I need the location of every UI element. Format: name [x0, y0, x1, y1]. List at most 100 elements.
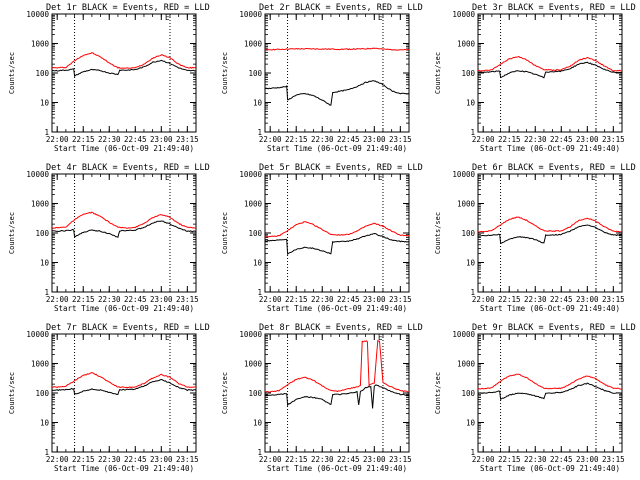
- x-tick-label: 23:15: [389, 295, 412, 304]
- y-tick-label: 10: [40, 99, 50, 108]
- y-tick-label: 1: [257, 448, 262, 457]
- x-tick-label: 22:30: [311, 455, 334, 464]
- x-tick-label: 23:15: [602, 135, 625, 144]
- x-tick-label: 22:30: [524, 295, 547, 304]
- y-tick-label: 100: [461, 69, 475, 78]
- x-tick-label: 22:45: [550, 455, 573, 464]
- x-tick-label: 23:00: [576, 455, 599, 464]
- y-tick-label: 10: [466, 99, 476, 108]
- x-tick-label: 23:15: [176, 455, 199, 464]
- marker-label: E: [591, 13, 596, 22]
- series-events-line: [51, 378, 197, 396]
- y-axis-label: Counts/sec: [221, 212, 229, 254]
- series-lld-line: [264, 47, 410, 51]
- y-tick-label: 100: [35, 69, 49, 78]
- y-tick-label: 100: [461, 229, 475, 238]
- x-tick-label: 22:00: [472, 135, 495, 144]
- chart-title: Det 6r BLACK = Events, RED = LLD: [472, 163, 636, 173]
- marker-label: E: [165, 333, 170, 342]
- y-axis-label: Counts/sec: [8, 212, 16, 254]
- chart-title: Det 2r BLACK = Events, RED = LLD: [259, 3, 423, 13]
- y-axis-label: Counts/sec: [434, 212, 442, 254]
- y-tick-label: 10: [253, 419, 263, 428]
- marker-label: E: [378, 173, 383, 182]
- y-tick-label: 1000: [457, 40, 476, 49]
- series-events-line: [264, 80, 410, 106]
- x-tick-label: 23:15: [389, 455, 412, 464]
- chart-title: Det 1r BLACK = Events, RED = LLD: [46, 3, 210, 13]
- x-axis-label: Start Time (06-Oct-09 21:49:40): [267, 464, 407, 473]
- x-tick-label: 22:15: [72, 455, 95, 464]
- marker-label: E: [591, 333, 596, 342]
- x-tick-label: 22:00: [472, 295, 495, 304]
- x-tick-label: 22:45: [124, 455, 147, 464]
- y-tick-label: 1: [257, 128, 262, 137]
- y-tick-label: 1: [44, 288, 49, 297]
- y-axis-label: Counts/sec: [221, 372, 229, 414]
- series-lld-line: [477, 56, 623, 72]
- y-tick-label: 100: [248, 389, 262, 398]
- x-tick-label: 22:30: [311, 295, 334, 304]
- series-lld-line: [51, 211, 197, 229]
- y-tick-label: 10: [40, 259, 50, 268]
- marker-label: E: [165, 13, 170, 22]
- y-tick-label: 10: [466, 259, 476, 268]
- chart-title: Det 4r BLACK = Events, RED = LLD: [46, 163, 210, 173]
- series-lld-line: [51, 52, 197, 69]
- y-tick-label: 10000: [239, 170, 262, 179]
- series-events-line: [477, 224, 623, 244]
- x-tick-label: 23:15: [389, 135, 412, 144]
- y-tick-label: 10000: [452, 330, 475, 339]
- x-tick-label: 22:00: [259, 455, 282, 464]
- y-tick-label: 10: [466, 419, 476, 428]
- series-lld-line: [477, 216, 623, 233]
- x-tick-label: 23:00: [150, 455, 173, 464]
- marker-label: E: [378, 333, 383, 342]
- x-axis-label: Start Time (06-Oct-09 21:49:40): [267, 144, 407, 153]
- x-tick-label: 22:00: [259, 135, 282, 144]
- x-axis-label: Start Time (06-Oct-09 21:49:40): [480, 144, 620, 153]
- plot-frame: [51, 333, 197, 453]
- chart-title: Det 9r BLACK = Events, RED = LLD: [472, 323, 636, 333]
- plot-frame: [51, 13, 197, 133]
- x-tick-label: 22:30: [524, 455, 547, 464]
- x-axis-label: Start Time (06-Oct-09 21:49:40): [480, 304, 620, 313]
- x-axis-label: Start Time (06-Oct-09 21:49:40): [54, 144, 194, 153]
- y-tick-label: 10000: [26, 330, 49, 339]
- x-tick-label: 22:45: [550, 135, 573, 144]
- x-tick-label: 23:15: [602, 295, 625, 304]
- y-tick-label: 10000: [239, 10, 262, 19]
- plot-frame: [477, 173, 623, 293]
- y-tick-label: 100: [461, 389, 475, 398]
- y-tick-label: 10: [40, 419, 50, 428]
- marker-label: E: [165, 173, 170, 182]
- y-tick-label: 1: [44, 448, 49, 457]
- x-axis-label: Start Time (06-Oct-09 21:49:40): [480, 464, 620, 473]
- x-tick-label: 22:30: [311, 135, 334, 144]
- x-tick-label: 22:45: [337, 295, 360, 304]
- marker-label: E: [591, 173, 596, 182]
- y-tick-label: 100: [35, 389, 49, 398]
- y-tick-label: 10: [253, 259, 263, 268]
- x-tick-label: 23:00: [576, 295, 599, 304]
- x-axis-label: Start Time (06-Oct-09 21:49:40): [267, 304, 407, 313]
- x-tick-label: 22:45: [337, 135, 360, 144]
- series-events-line: [52, 220, 196, 239]
- series-lld-line: [52, 372, 197, 389]
- y-tick-label: 1: [470, 128, 475, 137]
- y-tick-label: 1000: [457, 360, 476, 369]
- y-tick-label: 1000: [31, 200, 50, 209]
- y-tick-label: 10: [253, 99, 263, 108]
- x-tick-label: 22:15: [285, 135, 308, 144]
- x-tick-label: 22:00: [259, 295, 282, 304]
- chart-title: Det 3r BLACK = Events, RED = LLD: [472, 3, 636, 13]
- y-tick-label: 1000: [457, 200, 476, 209]
